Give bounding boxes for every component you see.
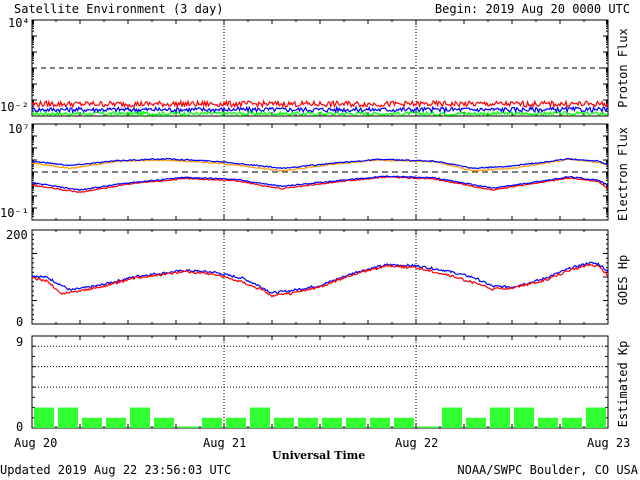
kp-bar (178, 426, 198, 428)
kp-bar (202, 417, 222, 428)
proton-ytick-bottom: 10⁻² (0, 100, 29, 114)
proton-series-red (31, 99, 609, 109)
electron-series-blue (31, 157, 609, 170)
kp-bar (538, 417, 558, 428)
electron-ylabel: Electron Flux (616, 127, 630, 221)
kp-bar (394, 417, 414, 428)
kp-ytick-bottom: 0 (16, 420, 24, 434)
kp-bar (130, 407, 150, 428)
x-axis-label: Universal Time (272, 449, 366, 462)
kp-bar (298, 417, 318, 428)
kp-bar (562, 417, 582, 428)
kp-bar (442, 407, 462, 428)
hp-ytick-bottom: 0 (16, 315, 24, 329)
kp-bar (274, 417, 294, 428)
kp-bar (514, 407, 534, 428)
kp-bar (250, 407, 270, 428)
kp-bar (226, 417, 246, 428)
proton-ytick-top: 10⁴ (8, 16, 30, 30)
proton-series-blue (31, 105, 609, 115)
kp-bar (346, 417, 366, 428)
hp-series-blue (31, 261, 609, 295)
electron-series-red (31, 175, 609, 194)
kp-bar (322, 417, 342, 428)
kp-bar (418, 426, 438, 428)
kp-bar (34, 407, 54, 428)
proton-ylabel: Proton Flux (616, 28, 630, 108)
electron-ytick-bottom: 10⁻¹ (0, 206, 29, 220)
hp-panel-frame (31, 229, 609, 325)
kp-bar (106, 417, 126, 428)
xtick-aug23: Aug 23 (587, 436, 631, 450)
electron-ytick-top: 10⁷ (8, 122, 30, 136)
electron-panel-frame (31, 123, 609, 221)
credit-text: NOAA/SWPC Boulder, CO USA (457, 463, 638, 477)
chart-title: Satellite Environment (3 day) (14, 2, 224, 16)
hp-series-red (31, 263, 609, 298)
xtick-aug22: Aug 22 (395, 436, 439, 450)
kp-bar (370, 417, 390, 428)
kp-ytick-top: 9 (16, 335, 24, 349)
updated-timestamp: Updated 2019 Aug 22 23:56:03 UTC (0, 463, 232, 477)
xtick-aug21: Aug 21 (203, 436, 247, 450)
kp-ylabel: Estimated Kp (616, 340, 630, 428)
kp-bar (58, 407, 78, 428)
begin-time: Begin: 2019 Aug 20 0000 UTC (434, 2, 630, 16)
xtick-aug20: Aug 20 (14, 436, 58, 450)
hp-ylabel: GOES Hp (616, 254, 630, 306)
kp-bar (154, 417, 174, 428)
kp-bar (466, 417, 486, 428)
electron-series-orange (31, 158, 609, 172)
kp-bar (82, 417, 102, 428)
proton-series-green (31, 109, 609, 118)
kp-bar (586, 407, 606, 428)
kp-bar (490, 407, 510, 428)
electron-series-blue (31, 175, 609, 192)
hp-ytick-top: 200 (6, 228, 28, 242)
